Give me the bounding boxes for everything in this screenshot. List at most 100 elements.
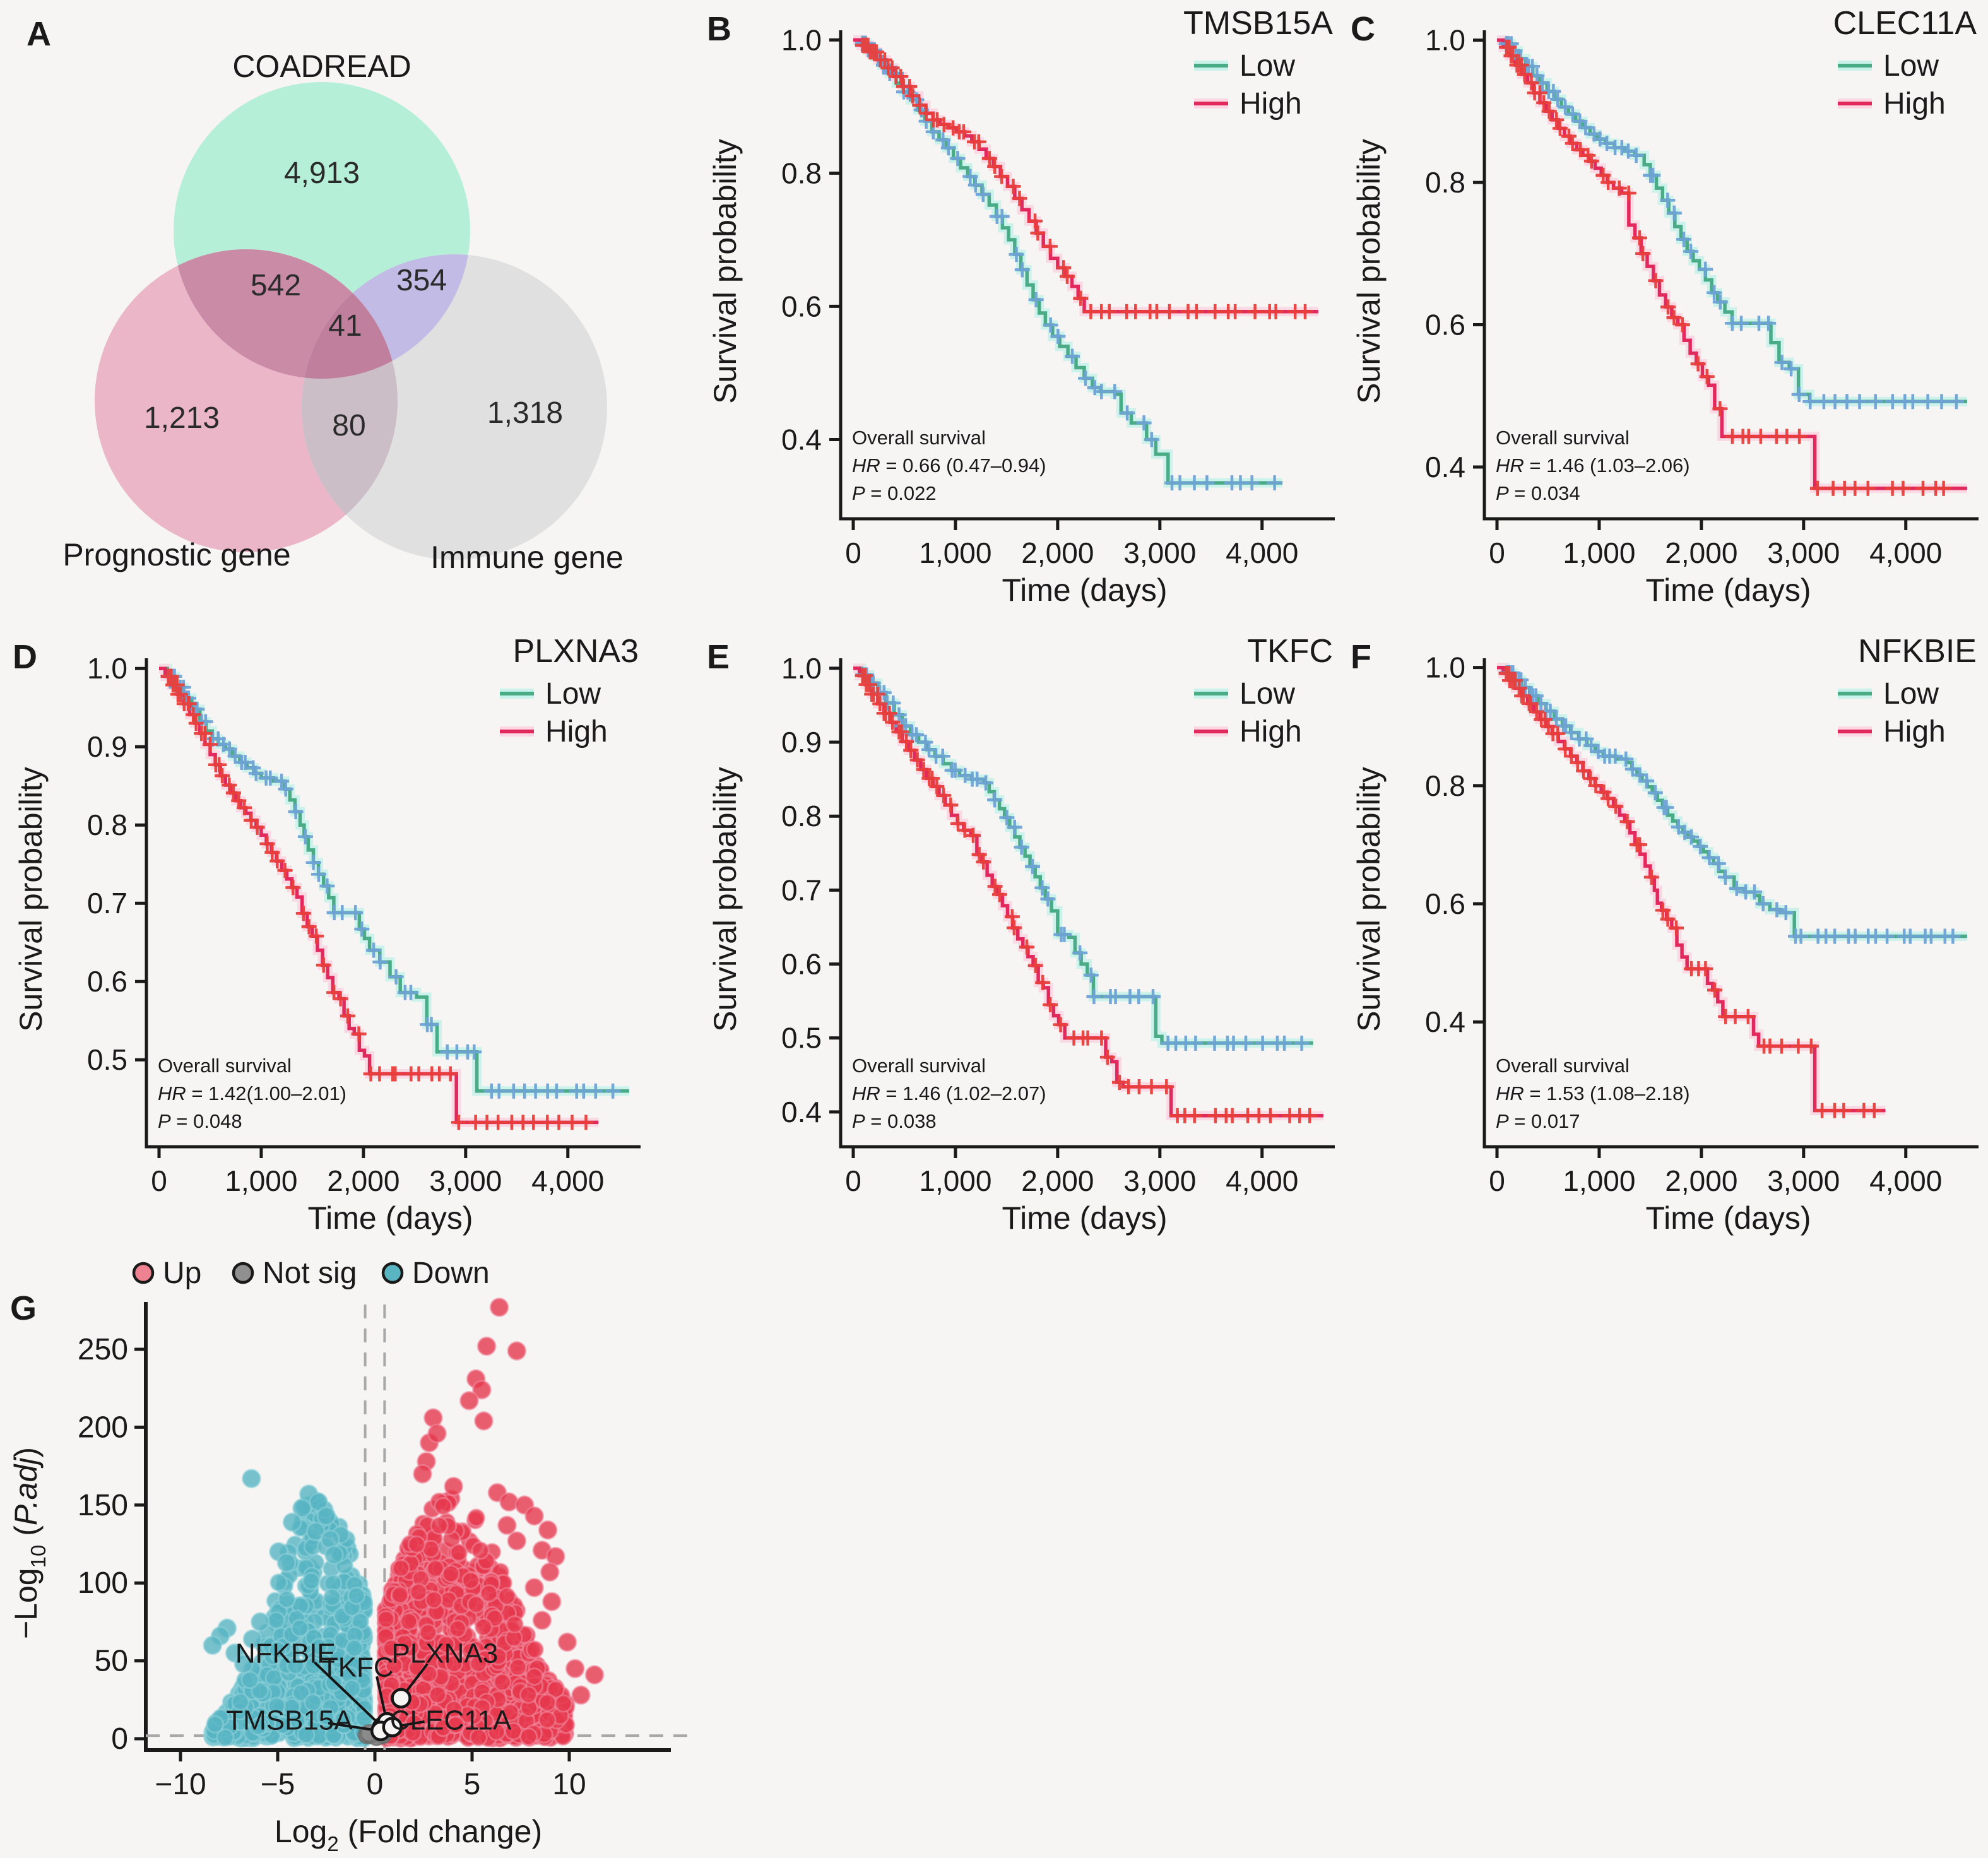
annotation-hr: HR = 0.66 (0.47–0.94) bbox=[852, 454, 1046, 476]
legend-label: Not sig bbox=[263, 1257, 357, 1290]
x-axis-title: Log2 (Fold change) bbox=[275, 1814, 542, 1855]
y-tick-label: 200 bbox=[78, 1411, 128, 1444]
annotation-hr: HR = 1.46 (1.03–2.06) bbox=[1496, 454, 1690, 476]
legend-low-label: Low bbox=[1883, 677, 1939, 711]
x-tick-label: 0 bbox=[367, 1768, 384, 1801]
y-tick-label: 0.6 bbox=[781, 948, 822, 981]
annotation-title: Overall survival bbox=[1496, 427, 1630, 449]
x-tick-label: −5 bbox=[261, 1768, 295, 1801]
x-tick-label: 1,000 bbox=[919, 536, 991, 569]
high-censor-marks bbox=[855, 37, 1313, 319]
y-tick-label: 1.0 bbox=[87, 652, 127, 685]
x-tick-label: 0 bbox=[1489, 536, 1505, 569]
y-tick-label: 0.6 bbox=[781, 290, 822, 322]
x-tick-label: 4,000 bbox=[1226, 1164, 1298, 1197]
y-tick-label: 0.4 bbox=[781, 1096, 822, 1128]
axes bbox=[1482, 30, 1979, 521]
x-tick-label: 3,000 bbox=[1123, 536, 1196, 569]
x-axis-title: Time (days) bbox=[307, 1200, 473, 1236]
x-tick-label: 3,000 bbox=[1767, 536, 1840, 569]
venn-label-prognostic-gene: Prognostic gene bbox=[62, 537, 290, 572]
y-tick-label: 100 bbox=[78, 1566, 128, 1600]
venn-diagram-panel: A COADREAD 4,913 542 354 41 1,213 80 1,3… bbox=[27, 15, 624, 575]
y-tick-label: 0.4 bbox=[1425, 451, 1465, 483]
venn-count-all-three: 41 bbox=[328, 309, 362, 343]
x-tick-label: 3,000 bbox=[429, 1164, 502, 1197]
axes bbox=[839, 30, 1335, 521]
y-tick-label: 0.4 bbox=[781, 423, 822, 456]
y-tick-label: 50 bbox=[95, 1645, 128, 1678]
km-chart-NFKBIE: F 0.4 0.6 0.8 1.0 0 1,000 2,000 3,000 4,000 Time (… bbox=[1351, 633, 1979, 1236]
annotation-p: P = 0.048 bbox=[158, 1110, 242, 1132]
volcano-chart: G Up Not sig Down 0 50 100 150 200 250 −10 −5 0 5 10 Lo… bbox=[8, 1257, 688, 1855]
axes bbox=[839, 658, 1335, 1149]
legend-label: Up bbox=[163, 1257, 201, 1290]
y-tick-label: 250 bbox=[78, 1333, 128, 1366]
x-tick-label: 0 bbox=[1489, 1164, 1505, 1197]
gene-label-PLXNA3: PLXNA3 bbox=[391, 1638, 498, 1669]
x-tick-label: 3,000 bbox=[1123, 1164, 1196, 1197]
y-tick-label: 1.0 bbox=[781, 652, 822, 685]
legend-high-label: High bbox=[1240, 87, 1302, 121]
x-axis-title: Time (days) bbox=[1002, 572, 1167, 608]
km-panel-tmsb15a: B 0.4 0.6 0.8 1.0 0 1,000 2,000 3,000 4,000 Time (… bbox=[694, 0, 1344, 618]
y-axis-title: Survival probability bbox=[1351, 139, 1387, 404]
y-axis-title: Survival probability bbox=[707, 767, 743, 1032]
high-censor-marks bbox=[1499, 39, 1951, 496]
panel-letter: E bbox=[707, 638, 730, 676]
y-tick-label: 0.7 bbox=[781, 873, 822, 906]
venn-count-coadread-prognostic: 542 bbox=[251, 269, 301, 302]
x-axis-title: Time (days) bbox=[1645, 1200, 1811, 1236]
gene-marker-CLEC11A bbox=[382, 1717, 403, 1737]
x-tick-label: 0 bbox=[151, 1164, 167, 1197]
x-tick-label: 4,000 bbox=[531, 1164, 604, 1197]
y-tick-label: 0.5 bbox=[87, 1043, 127, 1076]
scatter-points-up bbox=[376, 1297, 605, 1748]
km-panel-nfkbie: F 0.4 0.6 0.8 1.0 0 1,000 2,000 3,000 4,000 Time (… bbox=[1338, 628, 1988, 1246]
x-tick-label: −10 bbox=[155, 1768, 206, 1801]
x-axis-title: Time (days) bbox=[1002, 1200, 1167, 1236]
x-tick-label: 4,000 bbox=[1869, 1164, 1942, 1197]
x-tick-label: 0 bbox=[845, 536, 861, 569]
annotation-p: P = 0.034 bbox=[1496, 482, 1580, 504]
venn-count-coadread-only: 4,913 bbox=[284, 157, 360, 190]
axes bbox=[1482, 658, 1979, 1149]
km-chart-PLXNA3: D 0.5 0.6 0.7 0.8 0.9 1.0 0 1,000 2,000 3,000 4,000… bbox=[13, 633, 641, 1236]
annotation-title: Overall survival bbox=[1496, 1055, 1630, 1077]
annotation-p: P = 0.017 bbox=[1496, 1110, 1580, 1132]
high-censor-marks bbox=[1498, 666, 1882, 1118]
venn-count-immune-only: 1,318 bbox=[487, 396, 563, 430]
y-axis-title: Survival probability bbox=[13, 767, 49, 1032]
x-tick-label: 4,000 bbox=[1869, 536, 1942, 569]
y-tick-label: 0.9 bbox=[781, 726, 822, 759]
scatter-points-down bbox=[203, 1469, 374, 1748]
y-tick-label: 0.6 bbox=[1425, 309, 1465, 341]
panel-letter-a: A bbox=[27, 15, 51, 53]
legend-gene-title: TMSB15A bbox=[1183, 5, 1333, 42]
legend-dot-not-sig bbox=[232, 1262, 254, 1284]
y-tick-label: 0.4 bbox=[1425, 1005, 1465, 1038]
panel-letter: G bbox=[10, 1289, 37, 1327]
y-tick-label: 0.8 bbox=[781, 157, 822, 189]
legend-gene-title: TKFC bbox=[1247, 633, 1333, 670]
y-axis-title: Survival probability bbox=[707, 139, 743, 404]
annotation-p: P = 0.038 bbox=[852, 1110, 937, 1132]
km-panel-tkfc: E 0.4 0.5 0.6 0.7 0.8 0.9 1.0 0 1,000 2,000 3,000 4,… bbox=[694, 628, 1344, 1246]
annotation-p: P = 0.022 bbox=[852, 482, 937, 504]
legend-low-label: Low bbox=[1883, 49, 1939, 83]
panel-letter: B bbox=[707, 10, 731, 48]
legend-dot-up bbox=[132, 1262, 155, 1284]
y-tick-label: 0.8 bbox=[781, 800, 822, 832]
y-tick-label: 1.0 bbox=[781, 23, 822, 56]
y-tick-label: 150 bbox=[78, 1489, 128, 1522]
x-tick-label: 3,000 bbox=[1767, 1164, 1840, 1197]
legend-high-label: High bbox=[1883, 87, 1946, 121]
venn-overlap-coadread-prognostic bbox=[174, 249, 398, 379]
x-tick-label: 2,000 bbox=[1665, 536, 1737, 569]
legend-gene-title: CLEC11A bbox=[1833, 5, 1977, 42]
x-tick-label: 1,000 bbox=[225, 1164, 297, 1197]
legend-high-label: High bbox=[1883, 715, 1946, 749]
gene-label-TMSB15A: TMSB15A bbox=[226, 1705, 353, 1736]
